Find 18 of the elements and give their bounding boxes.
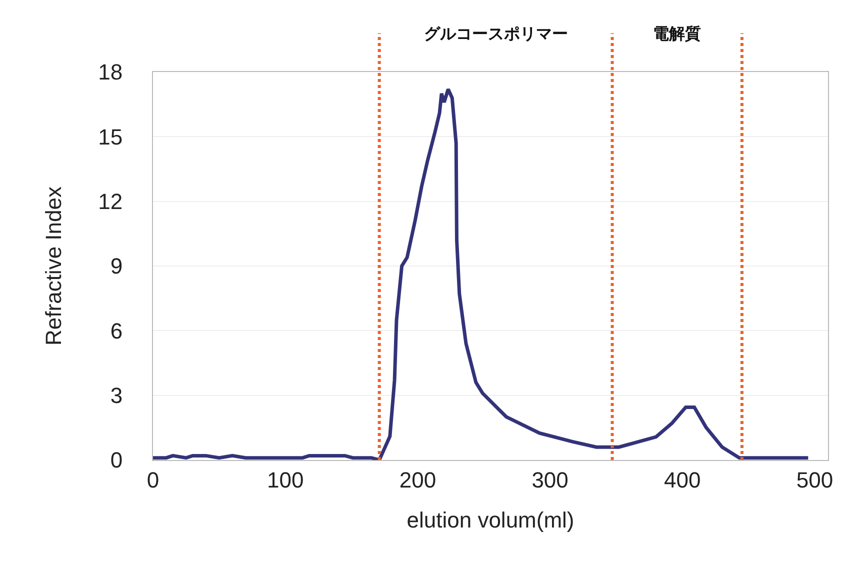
y-tick-label: 6: [110, 318, 123, 344]
line-series: [153, 87, 810, 460]
y-tick-label: 3: [110, 383, 123, 408]
x-tick-label: 100: [266, 467, 304, 492]
x-axis-title: elution volum(ml): [406, 507, 574, 532]
text: 電解質: [653, 24, 701, 43]
y-tick-label: 0: [110, 448, 123, 473]
y-tick-label: 12: [98, 189, 123, 214]
y-axis-title: Refractive Index: [40, 186, 66, 346]
y-tick-label: 18: [98, 60, 123, 85]
x-tick-label: 500: [796, 467, 834, 492]
text: グルコースポリマー: [424, 24, 568, 43]
x-tick-label: 0: [146, 467, 160, 492]
y-tick-label: 15: [98, 124, 123, 150]
x-tick-label: 400: [664, 467, 701, 492]
y-tick-label: 9: [110, 254, 123, 279]
x-tick-label: 200: [399, 467, 436, 492]
x-tick-label: 300: [532, 467, 568, 492]
